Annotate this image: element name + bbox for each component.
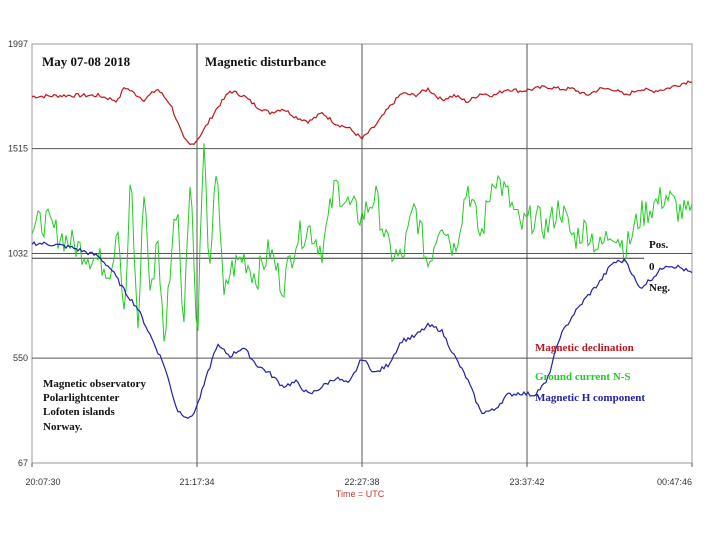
legend-declination: Magnetic declination	[535, 342, 634, 354]
x-axis: 20:07:30 21:17:34 22:27:38 23:37:42 00:47:46	[25, 463, 693, 487]
ref-label-zero: 0	[649, 261, 655, 273]
observatory-line-3: Lofoten islands	[43, 406, 116, 418]
ref-label-pos: Pos.	[649, 239, 669, 251]
legend-ground-current: Ground current N-S	[535, 371, 631, 383]
ref-label-neg: Neg.	[649, 282, 670, 294]
observatory-line-1: Magnetic observatory	[43, 378, 146, 390]
series-group	[31, 80, 693, 420]
series-line	[31, 241, 693, 420]
x-tick-label: 20:07:30	[25, 477, 60, 487]
y-tick-label: 1997	[8, 39, 28, 49]
observatory-line-4: Norway.	[43, 421, 83, 433]
series-line	[31, 143, 693, 342]
y-axis: 1997 1515 1032 550 67	[8, 39, 28, 468]
x-tick-label: 22:27:38	[344, 477, 379, 487]
observatory-line-2: Polarlightcenter	[43, 392, 119, 404]
x-tick-label: 21:17:34	[179, 477, 214, 487]
y-tick-label: 1515	[8, 144, 28, 154]
x-axis-label: Time = UTC	[336, 489, 385, 499]
x-tick-label: 23:37:42	[509, 477, 544, 487]
legend-h-component: Magnetic H component	[535, 392, 645, 404]
x-tick-label: 00:47:46	[657, 477, 692, 487]
chart-title: Magnetic disturbance	[205, 54, 326, 69]
date-label: May 07-08 2018	[42, 54, 131, 69]
series-line	[31, 80, 693, 146]
y-tick-label: 550	[13, 353, 28, 363]
y-tick-label: 1032	[8, 249, 28, 259]
y-tick-label: 67	[18, 458, 28, 468]
